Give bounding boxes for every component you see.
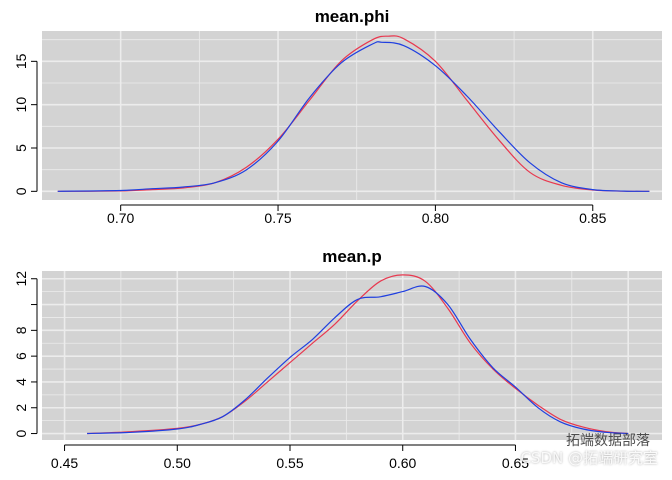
x-tick-label: 0.65 xyxy=(502,455,529,471)
plot-background xyxy=(42,31,662,200)
y-tick-label: 2 xyxy=(13,404,29,412)
y-tick-label: 10 xyxy=(13,97,29,113)
density-line-2 xyxy=(87,285,629,435)
y-tick-label: 8 xyxy=(13,326,29,334)
y-tick-label: 4 xyxy=(13,378,29,386)
panel-mean-phi: mean.phi 0.70 0.75 0.80 0.85 0 5 10 15 xyxy=(13,7,662,226)
x-tick-label: 0.45 xyxy=(51,455,78,471)
density-line-2 xyxy=(57,41,650,192)
watermark-wechat: 拓端数据部落 xyxy=(566,433,650,449)
x-tick-label: 0.70 xyxy=(107,210,134,226)
y-tick-label: 5 xyxy=(13,144,29,152)
x-tick-label: 0.85 xyxy=(579,210,606,226)
density-line-1 xyxy=(57,35,650,192)
x-tick-label: 0.50 xyxy=(164,455,191,471)
y-tick-label: 6 xyxy=(13,352,29,360)
chart-title: mean.p xyxy=(322,247,382,266)
x-tick-label: 0.75 xyxy=(264,210,291,226)
x-tick-label: 0.55 xyxy=(276,455,303,471)
chart-title: mean.phi xyxy=(315,7,390,26)
y-tick-label: 0 xyxy=(13,429,29,437)
x-tick-label: 0.80 xyxy=(422,210,449,226)
x-tick-label: 0.60 xyxy=(389,455,416,471)
y-tick-label: 0 xyxy=(13,187,29,195)
watermark-csdn: CSDN @拓端研究室 xyxy=(520,449,658,467)
panel-mean-p: mean.p 0.45 0.50 0.55 0.60 0.65 0 2 4 6 8 12 xyxy=(13,247,662,471)
y-tick-label: 12 xyxy=(13,271,29,287)
y-tick-label: 15 xyxy=(13,53,29,69)
